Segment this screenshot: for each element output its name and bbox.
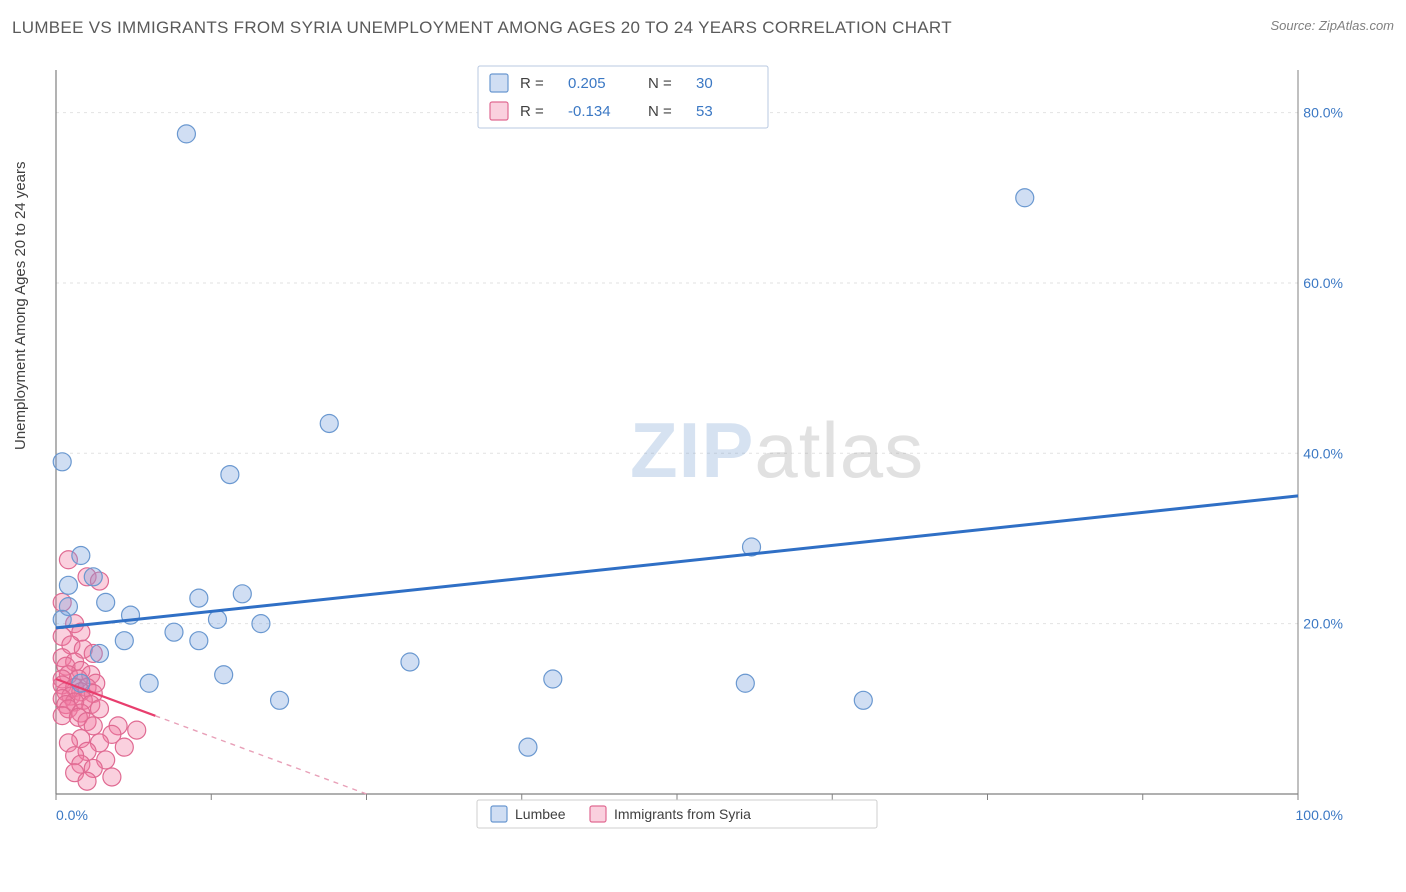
svg-text:N =: N = bbox=[648, 103, 672, 120]
y-axis-label: Unemployment Among Ages 20 to 24 years bbox=[12, 161, 29, 450]
svg-text:100.0%: 100.0% bbox=[1296, 807, 1343, 823]
svg-text:20.0%: 20.0% bbox=[1303, 616, 1343, 632]
scatter-plot: 20.0% 40.0% 60.0% 80.0% 0.0% 100.0% R = 0.205 N … bbox=[48, 62, 1348, 832]
svg-text:-0.134: -0.134 bbox=[568, 103, 611, 120]
svg-text:Lumbee: Lumbee bbox=[515, 806, 566, 822]
svg-text:0.0%: 0.0% bbox=[56, 807, 88, 823]
svg-text:80.0%: 80.0% bbox=[1303, 105, 1343, 121]
chart-title: LUMBEE VS IMMIGRANTS FROM SYRIA UNEMPLOY… bbox=[12, 18, 952, 37]
svg-text:R =: R = bbox=[520, 75, 544, 92]
source-attribution: Source: ZipAtlas.com bbox=[1270, 18, 1394, 33]
svg-text:R =: R = bbox=[520, 103, 544, 120]
svg-text:N =: N = bbox=[648, 75, 672, 92]
svg-text:Immigrants from Syria: Immigrants from Syria bbox=[614, 806, 751, 822]
svg-text:40.0%: 40.0% bbox=[1303, 445, 1343, 461]
svg-text:60.0%: 60.0% bbox=[1303, 275, 1343, 291]
svg-text:53: 53 bbox=[696, 103, 713, 120]
chart-svg: 20.0% 40.0% 60.0% 80.0% 0.0% 100.0% R = 0.205 N … bbox=[48, 62, 1348, 832]
svg-text:0.205: 0.205 bbox=[568, 75, 606, 92]
svg-text:30: 30 bbox=[696, 75, 713, 92]
